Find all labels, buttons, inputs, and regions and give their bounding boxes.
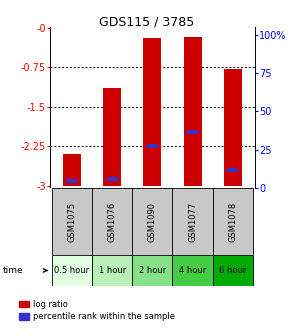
Bar <box>92 255 132 286</box>
Bar <box>183 37 202 185</box>
Text: 1 hour: 1 hour <box>98 266 126 275</box>
Legend: log ratio, percentile rank within the sample: log ratio, percentile rank within the sa… <box>19 300 175 321</box>
Text: GSM1075: GSM1075 <box>67 202 76 242</box>
Bar <box>132 255 173 286</box>
Text: GSM1078: GSM1078 <box>228 202 237 242</box>
Text: GDS115 / 3785: GDS115 / 3785 <box>99 15 194 28</box>
Text: 0.5 hour: 0.5 hour <box>54 266 89 275</box>
Bar <box>132 188 173 255</box>
Bar <box>213 188 253 255</box>
Bar <box>107 177 117 181</box>
Bar <box>187 130 198 134</box>
Text: 4 hour: 4 hour <box>179 266 206 275</box>
Bar <box>173 255 213 286</box>
Text: GSM1090: GSM1090 <box>148 202 157 242</box>
Bar <box>224 69 242 185</box>
Text: 2 hour: 2 hour <box>139 266 166 275</box>
Text: GSM1076: GSM1076 <box>108 202 117 242</box>
Bar <box>92 188 132 255</box>
Text: 6 hour: 6 hour <box>219 266 246 275</box>
Bar <box>52 188 92 255</box>
Bar <box>147 144 158 148</box>
Bar <box>227 168 238 172</box>
Bar <box>67 179 77 183</box>
Bar <box>63 154 81 185</box>
Text: GSM1077: GSM1077 <box>188 202 197 242</box>
Bar <box>213 255 253 286</box>
Text: time: time <box>3 266 23 275</box>
Bar <box>173 188 213 255</box>
Bar <box>103 88 121 185</box>
Bar <box>143 38 161 185</box>
Bar <box>52 255 92 286</box>
